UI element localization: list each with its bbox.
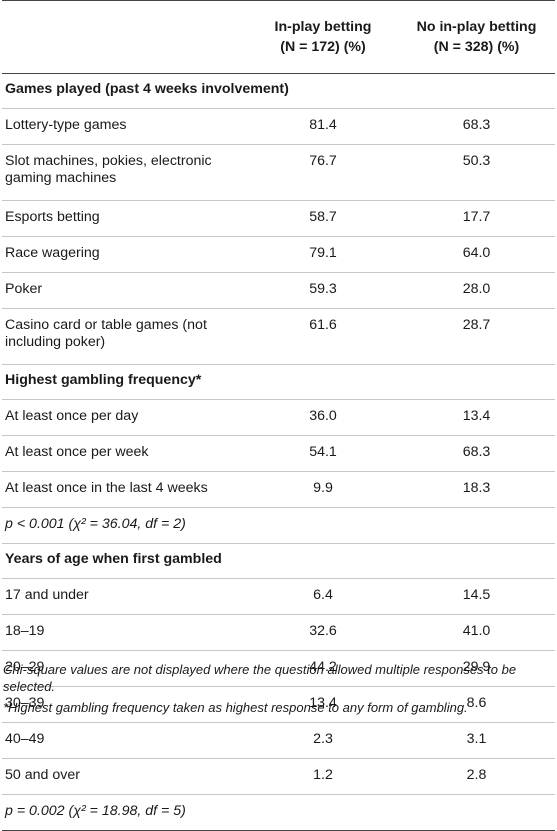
in-play-value: 44.2 [248,650,398,687]
row-label: Poker [2,272,248,309]
no-in-play-value: 29.9 [398,650,555,687]
table-row: Race wagering 79.1 64.0 [2,236,555,273]
in-play-value: 13.4 [248,686,398,723]
in-play-value: 54.1 [248,435,398,472]
no-in-play-value: 3.1 [398,722,555,759]
row-label: At least once per day [2,399,248,436]
no-in-play-value: 28.7 [398,308,555,365]
no-in-play-value: 50.3 [398,144,555,201]
table-row: Casino card or table games (not includin… [2,308,555,365]
row-label: 50 and over [2,758,248,795]
table-row: Poker 59.3 28.0 [2,272,555,309]
table-row: At least once per day 36.0 13.4 [2,399,555,436]
row-label: At least once per week [2,435,248,472]
in-play-value: 32.6 [248,614,398,651]
statistic-text: p = 0.002 (χ² = 18.98, df = 5) [2,794,555,831]
row-label: 30–39 [2,686,248,723]
table-row: Lottery-type games 81.4 68.3 [2,108,555,145]
no-in-play-value: 68.3 [398,435,555,472]
in-play-value: 59.3 [248,272,398,309]
table-row: 40–49 2.3 3.1 [2,722,555,759]
in-play-value: 61.6 [248,308,398,365]
in-play-value: 79.1 [248,236,398,273]
header-no-in-play: No in-play betting (N = 328) (%) [398,0,555,74]
table-row: At least once per week 54.1 68.3 [2,435,555,472]
section-header: Years of age when first gambled [2,543,555,579]
header-in-play: In-play betting (N = 172) (%) [248,0,398,74]
row-label: Casino card or table games (not includin… [2,308,248,365]
section-header: Highest gambling frequency* [2,364,555,400]
no-in-play-value: 14.5 [398,578,555,615]
no-in-play-value: 17.7 [398,200,555,237]
statistic-row: p < 0.001 (χ² = 36.04, df = 2) [2,507,555,544]
header-label-column [2,0,248,74]
table-row: At least once in the last 4 weeks 9.9 18… [2,471,555,508]
no-in-play-value: 41.0 [398,614,555,651]
header-in-play-title: In-play betting [274,19,372,35]
no-in-play-value: 68.3 [398,108,555,145]
no-in-play-value: 13.4 [398,399,555,436]
row-label: Race wagering [2,236,248,273]
table-row: Slot machines, pokies, electronic gaming… [2,144,555,201]
footnote-frequency: *Highest gambling frequency taken as hig… [3,700,468,715]
no-in-play-value: 28.0 [398,272,555,309]
table-row: 17 and under 6.4 14.5 [2,578,555,615]
row-label: 40–49 [2,722,248,759]
row-label: At least once in the last 4 weeks [2,471,248,508]
in-play-value: 1.2 [248,758,398,795]
no-in-play-value: 18.3 [398,471,555,508]
table-row: 30–39 13.4 8.6 [2,686,555,723]
table-body: Games played (past 4 weeks involvement) … [2,73,555,831]
header-no-in-play-title: No in-play betting [416,19,537,35]
statistic-row: p = 0.002 (χ² = 18.98, df = 5) [2,794,555,831]
table-row: 18–19 32.6 41.0 [2,614,555,651]
in-play-value: 2.3 [248,722,398,759]
header-in-play-n: (N = 172) (%) [280,39,366,55]
section-header: Games played (past 4 weeks involvement) [2,73,555,109]
row-label: Esports betting [2,200,248,237]
section-title: Years of age when first gambled [2,543,555,579]
in-play-value: 6.4 [248,578,398,615]
table-header: In-play betting (N = 172) (%) No in-play… [2,0,555,74]
table-row: Esports betting 58.7 17.7 [2,200,555,237]
header-no-in-play-n: (N = 328) (%) [433,39,520,55]
in-play-value: 76.7 [248,144,398,201]
row-label: Lottery-type games [2,108,248,145]
row-label: Slot machines, pokies, electronic gaming… [2,144,248,201]
in-play-value: 36.0 [248,399,398,436]
statistic-text: p < 0.001 (χ² = 36.04, df = 2) [2,507,555,544]
table-row: 50 and over 1.2 2.8 [2,758,555,795]
no-in-play-value: 2.8 [398,758,555,795]
section-title: Highest gambling frequency* [2,364,555,400]
row-label: 17 and under [2,578,248,615]
in-play-value: 81.4 [248,108,398,145]
row-label: 18–19 [2,614,248,651]
no-in-play-value: 64.0 [398,236,555,273]
table-row: 20–29 44.2 29.9 [2,650,555,687]
in-play-value: 9.9 [248,471,398,508]
section-title: Games played (past 4 weeks involvement) [2,73,555,109]
row-label: 20–29 [2,650,248,687]
footnote-chi-square: Chi-square values are not displayed wher… [3,662,517,694]
no-in-play-value: 8.6 [398,686,555,723]
in-play-value: 58.7 [248,200,398,237]
